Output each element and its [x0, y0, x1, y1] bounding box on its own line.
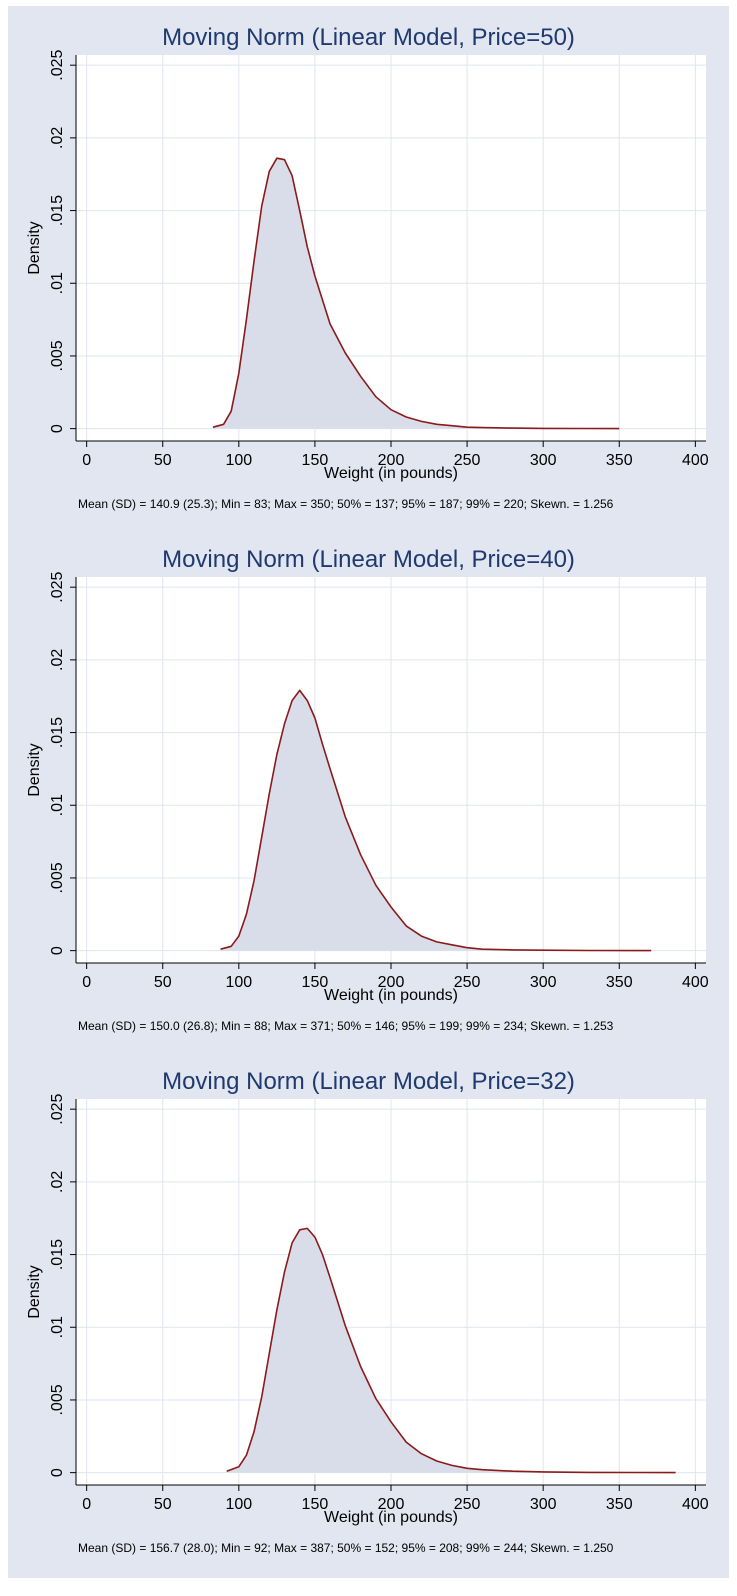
- chart-panel-price-32: Moving Norm (Linear Model, Price=32) 0 .0…: [8, 1050, 729, 1578]
- x-tick-label: 400: [682, 974, 709, 991]
- chart-panel-price-50: Moving Norm (Linear Model, Price=50) 0 .0…: [8, 6, 729, 534]
- y-axis-label: Density: [26, 743, 43, 796]
- series-area: [220, 689, 652, 952]
- y-tick-label: 0: [49, 424, 66, 433]
- x-tick-label: 200: [378, 1496, 405, 1513]
- x-tick-label: 150: [302, 1496, 329, 1513]
- x-tick-label: 100: [225, 974, 252, 991]
- y-tick-label: .02: [49, 649, 66, 671]
- y-tick-label: .01: [49, 794, 66, 816]
- density-line: [212, 157, 620, 430]
- y-tick-label: .01: [49, 272, 66, 294]
- y-tick-label: .025: [49, 1094, 66, 1125]
- density-line: [226, 1227, 676, 1474]
- y-tick-label: 0: [49, 1468, 66, 1477]
- x-tick-label: 50: [154, 1496, 172, 1513]
- x-tick-label: 400: [682, 1496, 709, 1513]
- grid: [76, 1099, 706, 1485]
- y-tick-label: .025: [49, 572, 66, 603]
- chart-title: Moving Norm (Linear Model, Price=32): [162, 1068, 575, 1095]
- x-tick-label: 300: [530, 452, 557, 469]
- chart-panel-price-40: Moving Norm (Linear Model, Price=40) 0 .0…: [8, 528, 729, 1056]
- summary-statistics-note: Mean (SD) = 150.0 (26.8); Min = 88; Max …: [78, 1019, 614, 1033]
- x-axis-label: Weight (in pounds): [324, 1509, 458, 1526]
- x-tick-label: 150: [302, 452, 329, 469]
- grid: [76, 577, 706, 963]
- series-area: [212, 157, 620, 430]
- x-axis-label: Weight (in pounds): [324, 465, 458, 482]
- x-axis-label: Weight (in pounds): [324, 987, 458, 1004]
- x-tick-label: 350: [606, 452, 633, 469]
- summary-statistics-note: Mean (SD) = 140.9 (25.3); Min = 83; Max …: [78, 497, 614, 511]
- y-tick-label: .005: [49, 1384, 66, 1415]
- y-tick-label: .015: [49, 1239, 66, 1270]
- y-tick-label: .015: [49, 195, 66, 226]
- summary-statistics-note: Mean (SD) = 156.7 (28.0); Min = 92; Max …: [78, 1541, 614, 1555]
- x-tick-label: 300: [530, 974, 557, 991]
- y-tick-label: .015: [49, 717, 66, 748]
- y-tick-label: .01: [49, 1316, 66, 1338]
- plot-svg: 0 .005 .01 .015 .02 .025 0 50 100 150 200 250 300 350…: [26, 1094, 709, 1526]
- x-tick-label: 100: [225, 452, 252, 469]
- density-line: [220, 689, 652, 952]
- y-tick-label: .005: [49, 340, 66, 371]
- density-area: [220, 690, 652, 951]
- x-tick-label: 350: [606, 974, 633, 991]
- chart-title: Moving Norm (Linear Model, Price=50): [162, 24, 575, 51]
- y-tick-label: .02: [49, 127, 66, 149]
- plot-svg: 0 .005 .01 .015 .02 .025 0 50 100 150 200 250 300 350…: [26, 572, 709, 1004]
- y-axis-label: Density: [26, 1265, 43, 1318]
- x-tick-label: 300: [530, 1496, 557, 1513]
- x-tick-label: 250: [454, 974, 481, 991]
- y-tick-label: .005: [49, 862, 66, 893]
- ticks: 0 .005 .01 .015 .02 .025 0 50 100 150 200 250 300 350…: [49, 50, 709, 469]
- x-tick-label: 200: [378, 974, 405, 991]
- density-area: [213, 158, 620, 429]
- plot-svg: 0 .005 .01 .015 .02 .025 0 50 100 150 200 250 300 350…: [26, 50, 709, 482]
- x-tick-label: 200: [378, 452, 405, 469]
- x-tick-label: 100: [225, 1496, 252, 1513]
- density-area: [226, 1228, 676, 1473]
- x-tick-label: 350: [606, 1496, 633, 1513]
- y-tick-label: .02: [49, 1171, 66, 1193]
- x-tick-label: 150: [302, 974, 329, 991]
- x-tick-label: 50: [154, 974, 172, 991]
- y-tick-label: .025: [49, 50, 66, 81]
- chart-title: Moving Norm (Linear Model, Price=40): [162, 546, 575, 573]
- y-axis-label: Density: [26, 221, 43, 274]
- x-tick-label: 250: [454, 452, 481, 469]
- y-tick-label: 0: [49, 946, 66, 955]
- ticks: 0 .005 .01 .015 .02 .025 0 50 100 150 200 250 300 350…: [49, 1094, 709, 1513]
- ticks: 0 .005 .01 .015 .02 .025 0 50 100 150 200 250 300 350…: [49, 572, 709, 991]
- grid: [76, 55, 706, 441]
- x-tick-label: 0: [82, 452, 91, 469]
- series-area: [226, 1227, 676, 1474]
- x-tick-label: 250: [454, 1496, 481, 1513]
- x-tick-label: 50: [154, 452, 172, 469]
- x-tick-label: 0: [82, 1496, 91, 1513]
- x-tick-label: 0: [82, 974, 91, 991]
- x-tick-label: 400: [682, 452, 709, 469]
